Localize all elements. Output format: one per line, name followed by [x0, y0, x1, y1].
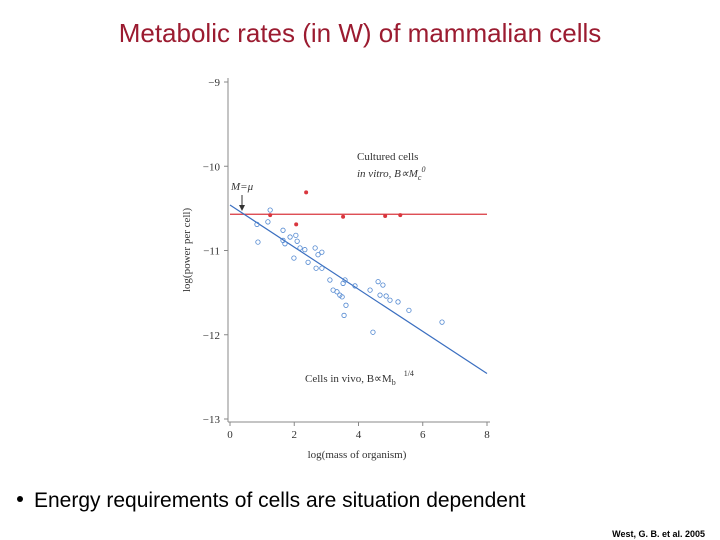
data-point — [305, 259, 311, 265]
data-point — [327, 277, 333, 283]
data-point — [282, 241, 288, 247]
slide-title: Metabolic rates (in W) of mammalian cell… — [119, 18, 602, 48]
annotation-sup: 1/4 — [404, 369, 414, 378]
annotation: M=μ — [230, 181, 254, 193]
x-tick-label: 0 — [227, 429, 233, 441]
data-point — [297, 245, 303, 251]
y-tick-label: −10 — [203, 161, 221, 173]
annotation-sub: c — [418, 173, 422, 182]
annotation: Cultured cells — [357, 151, 418, 163]
data-point — [383, 293, 389, 299]
data-point — [280, 227, 286, 233]
data-point — [312, 245, 318, 251]
data-point — [268, 213, 273, 218]
data-point — [342, 277, 348, 283]
data-point — [375, 279, 381, 285]
x-tick-label: 6 — [420, 429, 426, 441]
bullet-dot — [17, 496, 23, 502]
arrow-head — [239, 205, 245, 211]
data-point — [319, 249, 325, 255]
data-point — [406, 307, 412, 313]
data-point — [254, 221, 260, 227]
y-tick-label: −12 — [203, 330, 220, 342]
data-point — [315, 252, 321, 258]
y-tick-label: −9 — [208, 77, 220, 89]
data-point — [267, 207, 273, 213]
data-point — [439, 319, 445, 325]
data-point — [287, 234, 293, 240]
data-point — [255, 239, 261, 245]
data-point — [302, 247, 308, 253]
data-point — [380, 282, 386, 288]
x-tick-label: 8 — [484, 429, 490, 441]
annotations: Cultured cells in vitro, B∝Mc0 M=μ Cells… — [230, 151, 425, 387]
data-point — [341, 214, 346, 219]
x-tick-label: 4 — [356, 429, 362, 441]
data-point — [304, 190, 309, 195]
data-point — [398, 213, 403, 218]
annotation-sup: 0 — [421, 165, 425, 174]
bullet-text: Energy requirements of cells are situati… — [34, 489, 526, 512]
y-tick-label: −13 — [203, 414, 221, 426]
data-point — [370, 329, 376, 335]
data-point — [265, 219, 271, 225]
data-point — [294, 238, 300, 244]
y-axis-label: log(power per cell) — [181, 208, 193, 293]
annotation: in vitro, B∝Mc0 — [357, 165, 425, 182]
data-point — [395, 299, 401, 305]
citation: West, G. B. et al. 2005 — [612, 529, 705, 539]
data-point — [291, 255, 297, 261]
annotation-text: in vitro, B∝M — [357, 168, 419, 180]
data-point — [319, 265, 325, 271]
annotation-text: Cells in vivo, B∝M — [305, 373, 392, 385]
fit-line — [229, 204, 488, 375]
data-point — [377, 292, 383, 298]
data-point — [352, 283, 358, 289]
data-point — [383, 213, 388, 218]
data-point — [293, 232, 299, 238]
data-point — [339, 294, 345, 300]
data-point — [313, 265, 319, 271]
annotation: Cells in vivo, B∝Mb 1/4 — [305, 369, 414, 387]
x-axis-label: log(mass of organism) — [308, 449, 407, 461]
annotation-sub: b — [392, 378, 396, 387]
data-point — [341, 312, 347, 318]
data-point — [334, 289, 340, 295]
data-point — [343, 302, 349, 308]
data-point — [367, 287, 373, 293]
y-tick-label: −11 — [203, 246, 220, 258]
data-point — [387, 297, 393, 303]
x-tick-label: 2 — [292, 429, 298, 441]
data-point — [294, 222, 299, 227]
